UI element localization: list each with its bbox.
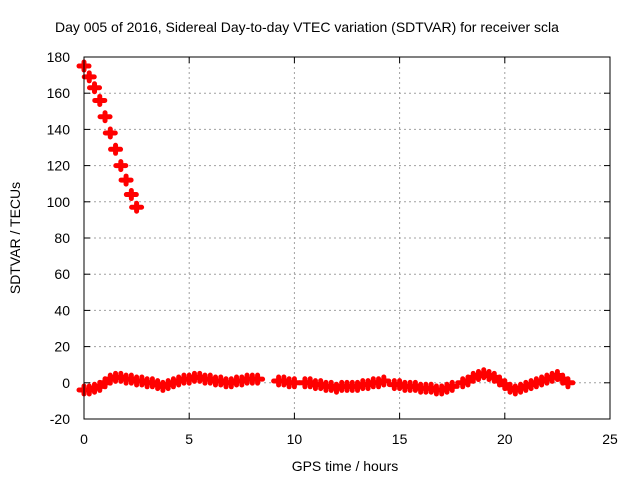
y-tick-label: 140: [47, 121, 71, 137]
y-tick-label: -20: [50, 411, 70, 427]
grid: [84, 57, 610, 419]
x-tick-label: 0: [80, 431, 88, 447]
series-high-values: [76, 59, 145, 214]
y-tick-label: 20: [54, 339, 70, 355]
data-point: [113, 159, 129, 173]
data-point: [376, 374, 392, 388]
chart-title: Day 005 of 2016, Sidereal Day-to-day VTE…: [55, 19, 559, 35]
x-axis-label: GPS time / hours: [292, 458, 399, 474]
y-tick-label: 160: [47, 85, 71, 101]
y-tick-label: 120: [47, 158, 71, 174]
data-point: [123, 188, 139, 202]
y-tick-label: 0: [62, 375, 70, 391]
x-tick-label: 15: [392, 431, 408, 447]
data-point: [108, 142, 124, 156]
y-tick-label: 60: [54, 266, 70, 282]
data-point: [118, 173, 134, 187]
y-tick-label: 100: [47, 194, 71, 210]
y-tick-label: 80: [54, 230, 70, 246]
y-tick-label: 40: [54, 302, 70, 318]
y-tick-label: 180: [47, 49, 71, 65]
data-point: [129, 200, 145, 214]
data-point: [444, 379, 460, 393]
x-tick-label: 10: [287, 431, 303, 447]
data-point: [81, 70, 97, 84]
plot-frame: [83, 56, 611, 420]
data-point: [102, 126, 118, 140]
data-point: [87, 81, 103, 95]
axis-ticks: 0 5 10 15 20 25 -20 0 20 40 60 80 100 120 140 160 180: [47, 49, 618, 447]
y-axis-label: SDTVAR / TECUs: [7, 182, 23, 294]
data-point: [97, 110, 113, 124]
data-point: [250, 372, 266, 386]
x-tick-label: 5: [185, 431, 193, 447]
data-point: [92, 93, 108, 107]
series-low-values: [76, 367, 576, 397]
data-series: [76, 59, 576, 397]
x-tick-label: 25: [602, 431, 618, 447]
data-point: [560, 376, 576, 390]
x-tick-label: 20: [497, 431, 513, 447]
